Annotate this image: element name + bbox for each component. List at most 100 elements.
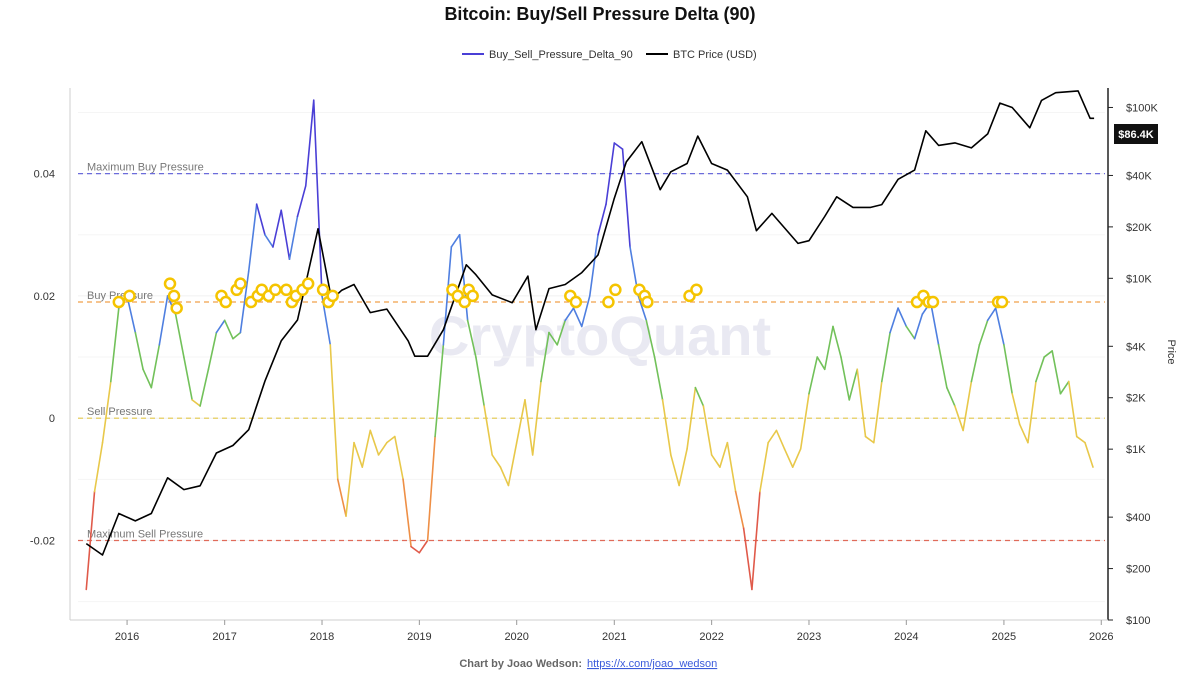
grid bbox=[78, 111, 1105, 603]
delta-segment-9 bbox=[158, 295, 169, 346]
delta-segment-117 bbox=[1035, 356, 1045, 383]
delta-segment-58 bbox=[556, 319, 567, 346]
delta-segment-101 bbox=[905, 325, 916, 340]
x-tick-label-4: 2020 bbox=[504, 631, 528, 643]
highlight-marker-33 bbox=[641, 295, 654, 309]
delta-segment-37 bbox=[386, 435, 396, 444]
delta-segment-42 bbox=[426, 435, 436, 542]
delta-segment-75 bbox=[694, 386, 705, 407]
x-tick-label-5: 2021 bbox=[602, 631, 626, 643]
delta-segment-47 bbox=[466, 319, 477, 358]
legend-label-delta[interactable]: Buy_Sell_Pressure_Delta_90 bbox=[489, 49, 633, 61]
delta-segment-90 bbox=[816, 356, 826, 371]
x-tick-label-10: 2026 bbox=[1089, 631, 1113, 643]
price-badge: $86.4K bbox=[1114, 124, 1158, 144]
delta-segment-64 bbox=[605, 142, 616, 205]
y-right-tick-label-1: $200 bbox=[1126, 564, 1150, 576]
delta-segment-32 bbox=[345, 441, 355, 517]
highlight-marker-13 bbox=[269, 283, 282, 297]
delta-segment-34 bbox=[361, 429, 372, 468]
delta-segment-77 bbox=[710, 454, 721, 468]
delta-segment-88 bbox=[799, 392, 810, 450]
delta-segment-16 bbox=[215, 319, 226, 334]
y-right-tick-label-9: $100K bbox=[1126, 102, 1158, 114]
delta-segment-96 bbox=[864, 435, 875, 444]
delta-segment-84 bbox=[767, 429, 778, 444]
delta-segment-115 bbox=[1018, 423, 1029, 444]
delta-segment-56 bbox=[540, 331, 550, 383]
highlight-marker-19 bbox=[316, 283, 330, 297]
delta-segment-121 bbox=[1067, 380, 1078, 438]
delta-segment-19 bbox=[239, 270, 250, 334]
delta-segment-73 bbox=[678, 447, 688, 487]
delta-series bbox=[85, 99, 1094, 591]
delta-segment-0 bbox=[85, 490, 96, 591]
delta-segment-33 bbox=[353, 441, 364, 468]
legend-label-price[interactable]: BTC Price (USD) bbox=[673, 49, 757, 61]
y-axis-right-label: Price bbox=[1165, 339, 1177, 364]
highlight-marker-0 bbox=[112, 295, 126, 309]
y-right-tick-label-3: $1K bbox=[1126, 444, 1146, 456]
highlight-marker-24 bbox=[458, 295, 471, 309]
delta-segment-17 bbox=[223, 319, 234, 340]
delta-segment-23 bbox=[272, 209, 283, 248]
price-series bbox=[85, 90, 1095, 556]
delta-segment-82 bbox=[751, 490, 761, 591]
y-right-tick-label-8: $40K bbox=[1126, 170, 1152, 182]
delta-segment-20 bbox=[247, 203, 258, 273]
delta-segment-55 bbox=[531, 380, 542, 456]
highlight-marker-2 bbox=[163, 277, 177, 290]
delta-segment-27 bbox=[304, 99, 315, 187]
delta-segment-39 bbox=[402, 478, 412, 548]
delta-segment-50 bbox=[491, 454, 502, 468]
y-right-tick-label-5: $4K bbox=[1126, 341, 1146, 353]
delta-segment-79 bbox=[726, 441, 737, 493]
delta-segment-83 bbox=[759, 441, 769, 493]
delta-segment-119 bbox=[1051, 350, 1062, 395]
delta-segment-118 bbox=[1043, 350, 1053, 358]
delta-segment-74 bbox=[686, 386, 697, 450]
delta-segment-70 bbox=[653, 356, 664, 401]
y-left-tick-label-0: 0.04 bbox=[34, 169, 55, 181]
delta-segment-80 bbox=[734, 490, 745, 530]
delta-segment-45 bbox=[450, 233, 461, 248]
delta-segment-38 bbox=[394, 435, 404, 481]
y-right-tick-label-2: $400 bbox=[1126, 512, 1150, 524]
delta-segment-66 bbox=[621, 148, 631, 248]
highlight-marker-35 bbox=[690, 283, 703, 297]
delta-segment-104 bbox=[929, 301, 940, 346]
highlight-marker-4 bbox=[170, 301, 183, 315]
delta-segment-99 bbox=[889, 307, 899, 334]
delta-segment-54 bbox=[524, 399, 534, 456]
y-right-tick-label-6: $10K bbox=[1126, 273, 1152, 285]
x-axis-ticks: 2016 2017 2018 2019 2020 2021 2022 2023 2024 2025… bbox=[115, 620, 1114, 643]
delta-segment-86 bbox=[783, 447, 794, 468]
highlight-marker-18 bbox=[301, 277, 315, 290]
ref-label-3: Maximum Sell Pressure bbox=[87, 529, 203, 541]
delta-segment-3 bbox=[110, 307, 120, 383]
x-tick-label-8: 2024 bbox=[894, 631, 918, 643]
delta-segment-71 bbox=[661, 399, 672, 456]
delta-segment-35 bbox=[369, 429, 380, 456]
delta-segment-24 bbox=[280, 209, 291, 261]
legend: Buy_Sell_Pressure_Delta_90 BTC Price (US… bbox=[462, 49, 757, 61]
x-tick-label-3: 2019 bbox=[407, 631, 431, 643]
x-tick-label-0: 2016 bbox=[115, 631, 139, 643]
y-right-tick-label-4: $2K bbox=[1126, 393, 1146, 405]
delta-segment-97 bbox=[872, 380, 883, 444]
chart-title: Bitcoin: Buy/Sell Pressure Delta (90) bbox=[444, 4, 755, 24]
y-axis-left-ticks: 0.04 0.02 0 -0.02 bbox=[30, 169, 55, 548]
delta-segment-61 bbox=[580, 295, 591, 328]
delta-segment-62 bbox=[588, 233, 599, 297]
footer-link[interactable]: https://x.com/joao_wedson bbox=[587, 658, 717, 670]
delta-segment-28 bbox=[312, 99, 323, 297]
highlight-marker-30 bbox=[609, 283, 622, 297]
delta-segment-106 bbox=[946, 386, 956, 407]
delta-segment-41 bbox=[418, 539, 429, 554]
highlight-marker-6 bbox=[219, 295, 232, 309]
delta-segment-60 bbox=[572, 307, 583, 328]
delta-segment-102 bbox=[913, 313, 924, 340]
y-axis-right-ticks: $100 $200 $400 $1K $2K $4K $10K $20K $40K $100K bbox=[1108, 102, 1158, 627]
highlight-marker-14 bbox=[280, 283, 293, 297]
delta-segment-49 bbox=[483, 405, 493, 456]
